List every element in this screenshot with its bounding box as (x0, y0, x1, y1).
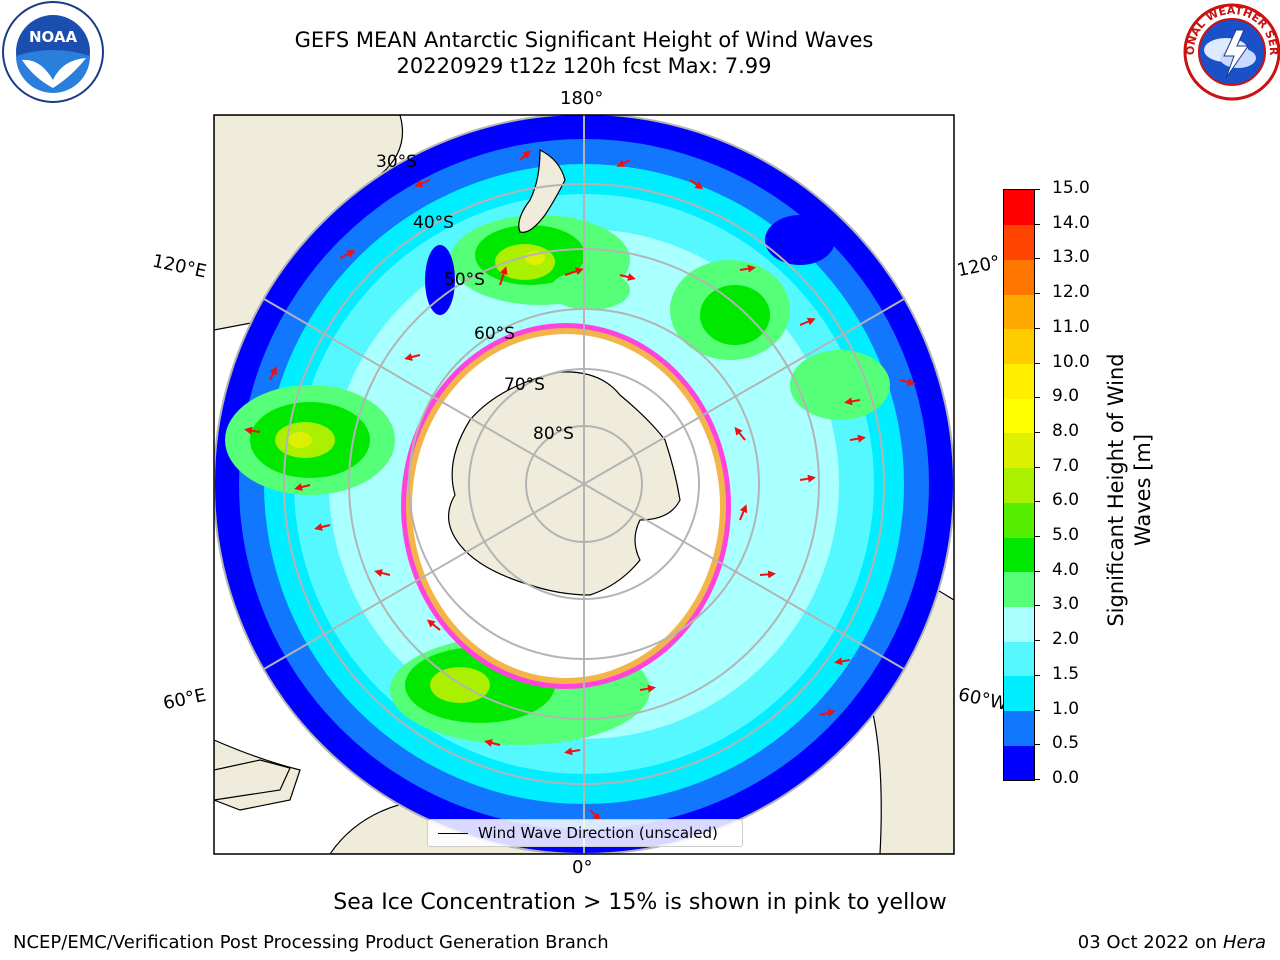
colorbar-tick-label: 0.5 (1052, 733, 1080, 754)
colorbar-segment (1004, 641, 1034, 677)
colorbar-segment (1004, 606, 1034, 642)
colorbar-tick-mark (1034, 431, 1040, 433)
colorbar-tick-label: 12.0 (1052, 282, 1090, 303)
colorbar-label-line2: Waves [m] (1131, 433, 1155, 547)
sea-ice-footnote: Sea Ice Concentration > 15% is shown in … (333, 890, 947, 915)
colorbar-tick-label: 13.0 (1052, 247, 1090, 268)
colorbar-tick-mark (1034, 744, 1040, 746)
chart-title: GEFS MEAN Antarctic Significant Height o… (294, 28, 874, 52)
colorbar-tick-mark (1034, 501, 1040, 503)
colorbar-tick-mark (1034, 709, 1040, 711)
map-legend: Wind Wave Direction (unscaled) (427, 819, 743, 847)
colorbar-tick-mark (1034, 258, 1040, 260)
colorbar-tick-label: 15.0 (1052, 178, 1090, 198)
noaa-logo-icon: NOAA (2, 1, 104, 103)
colorbar-tick-label: 7.0 (1052, 455, 1080, 476)
colorbar-tick-mark (1034, 779, 1040, 780)
colorbar-segment (1004, 467, 1034, 503)
colorbar-tick-label: 0.0 (1052, 768, 1080, 788)
colorbar-tick-label: 9.0 (1052, 386, 1080, 407)
colorbar-tick-mark (1034, 570, 1040, 572)
colorbar-tick-label: 1.5 (1052, 663, 1080, 684)
colorbar-segment (1004, 745, 1034, 781)
chart-subtitle: 20220929 t12z 120h fcst Max: 7.99 (396, 54, 772, 78)
colorbar-segment (1004, 190, 1034, 226)
colorbar-tick-mark (1034, 189, 1040, 190)
colorbar-tick-label: 6.0 (1052, 490, 1080, 511)
colorbar-tick-label: 14.0 (1052, 212, 1090, 233)
lon-label-0: 0° (572, 857, 593, 878)
colorbar-tick-mark (1034, 327, 1040, 329)
colorbar-tick-label: 2.0 (1052, 629, 1080, 650)
madagascar-land (214, 759, 291, 801)
colorbar-segment (1004, 224, 1034, 260)
legend-line-icon (438, 833, 468, 834)
colorbar-segment (1004, 432, 1034, 469)
colorbar-tick-label: 11.0 (1052, 316, 1090, 337)
colorbar-segment (1004, 675, 1034, 712)
antarctica-land (448, 371, 681, 596)
colorbar-tick-label: 3.0 (1052, 594, 1080, 615)
colorbar-tick-mark (1034, 466, 1040, 468)
svg-text:NOAA: NOAA (29, 28, 78, 46)
colorbar-segment (1004, 294, 1034, 330)
lat-label-30s: 30°S (376, 152, 417, 172)
colorbar-label: Significant Height of Wind Waves [m] (1100, 330, 1160, 650)
credit-date: 03 Oct 2022 on Hera (1078, 932, 1266, 953)
credit-date-text: 03 Oct 2022 on (1077, 932, 1223, 953)
colorbar-tick-mark (1034, 674, 1040, 676)
colorbar-segment (1004, 710, 1034, 746)
credit-branch: NCEP/EMC/Verification Post Processing Pr… (13, 932, 609, 953)
lat-label-50s: 50°S (444, 270, 485, 290)
lat-label-80s: 80°S (533, 424, 574, 444)
new-zealand-land (518, 149, 566, 233)
colorbar-tick-label: 1.0 (1052, 698, 1080, 719)
colorbar-tick-label: 8.0 (1052, 420, 1080, 441)
colorbar-tick-mark (1034, 293, 1040, 295)
colorbar-segment (1004, 259, 1034, 295)
colorbar-segment (1004, 571, 1034, 607)
colorbar-tick-mark (1034, 223, 1040, 225)
colorbar-segment (1004, 502, 1034, 538)
legend-label: Wind Wave Direction (unscaled) (478, 824, 718, 842)
colorbar (1003, 189, 1035, 781)
colorbar-tick-label: 5.0 (1052, 525, 1080, 546)
lat-label-70s: 70°S (504, 375, 545, 395)
colorbar-segment (1004, 363, 1034, 399)
colorbar-segment (1004, 537, 1034, 573)
colorbar-tick-mark (1034, 397, 1040, 399)
lon-label-180: 180° (560, 88, 604, 109)
colorbar-segment (1004, 398, 1034, 434)
colorbar-tick-mark (1034, 536, 1040, 538)
colorbar-tick-label: 10.0 (1052, 351, 1090, 372)
lat-label-60s: 60°S (474, 324, 515, 344)
credit-host: Hera (1222, 932, 1266, 953)
colorbar-tick-label: 4.0 (1052, 559, 1080, 580)
colorbar-segment (1004, 328, 1034, 365)
national-weather-service-logo-icon: NATIONAL WEATHER SERVICE (1176, 0, 1280, 101)
colorbar-label-line1: Significant Height of Wind (1104, 353, 1128, 627)
colorbar-tick-mark (1034, 362, 1040, 364)
colorbar-tick-mark (1034, 640, 1040, 642)
colorbar-tick-mark (1034, 605, 1040, 607)
lat-label-40s: 40°S (413, 213, 454, 233)
